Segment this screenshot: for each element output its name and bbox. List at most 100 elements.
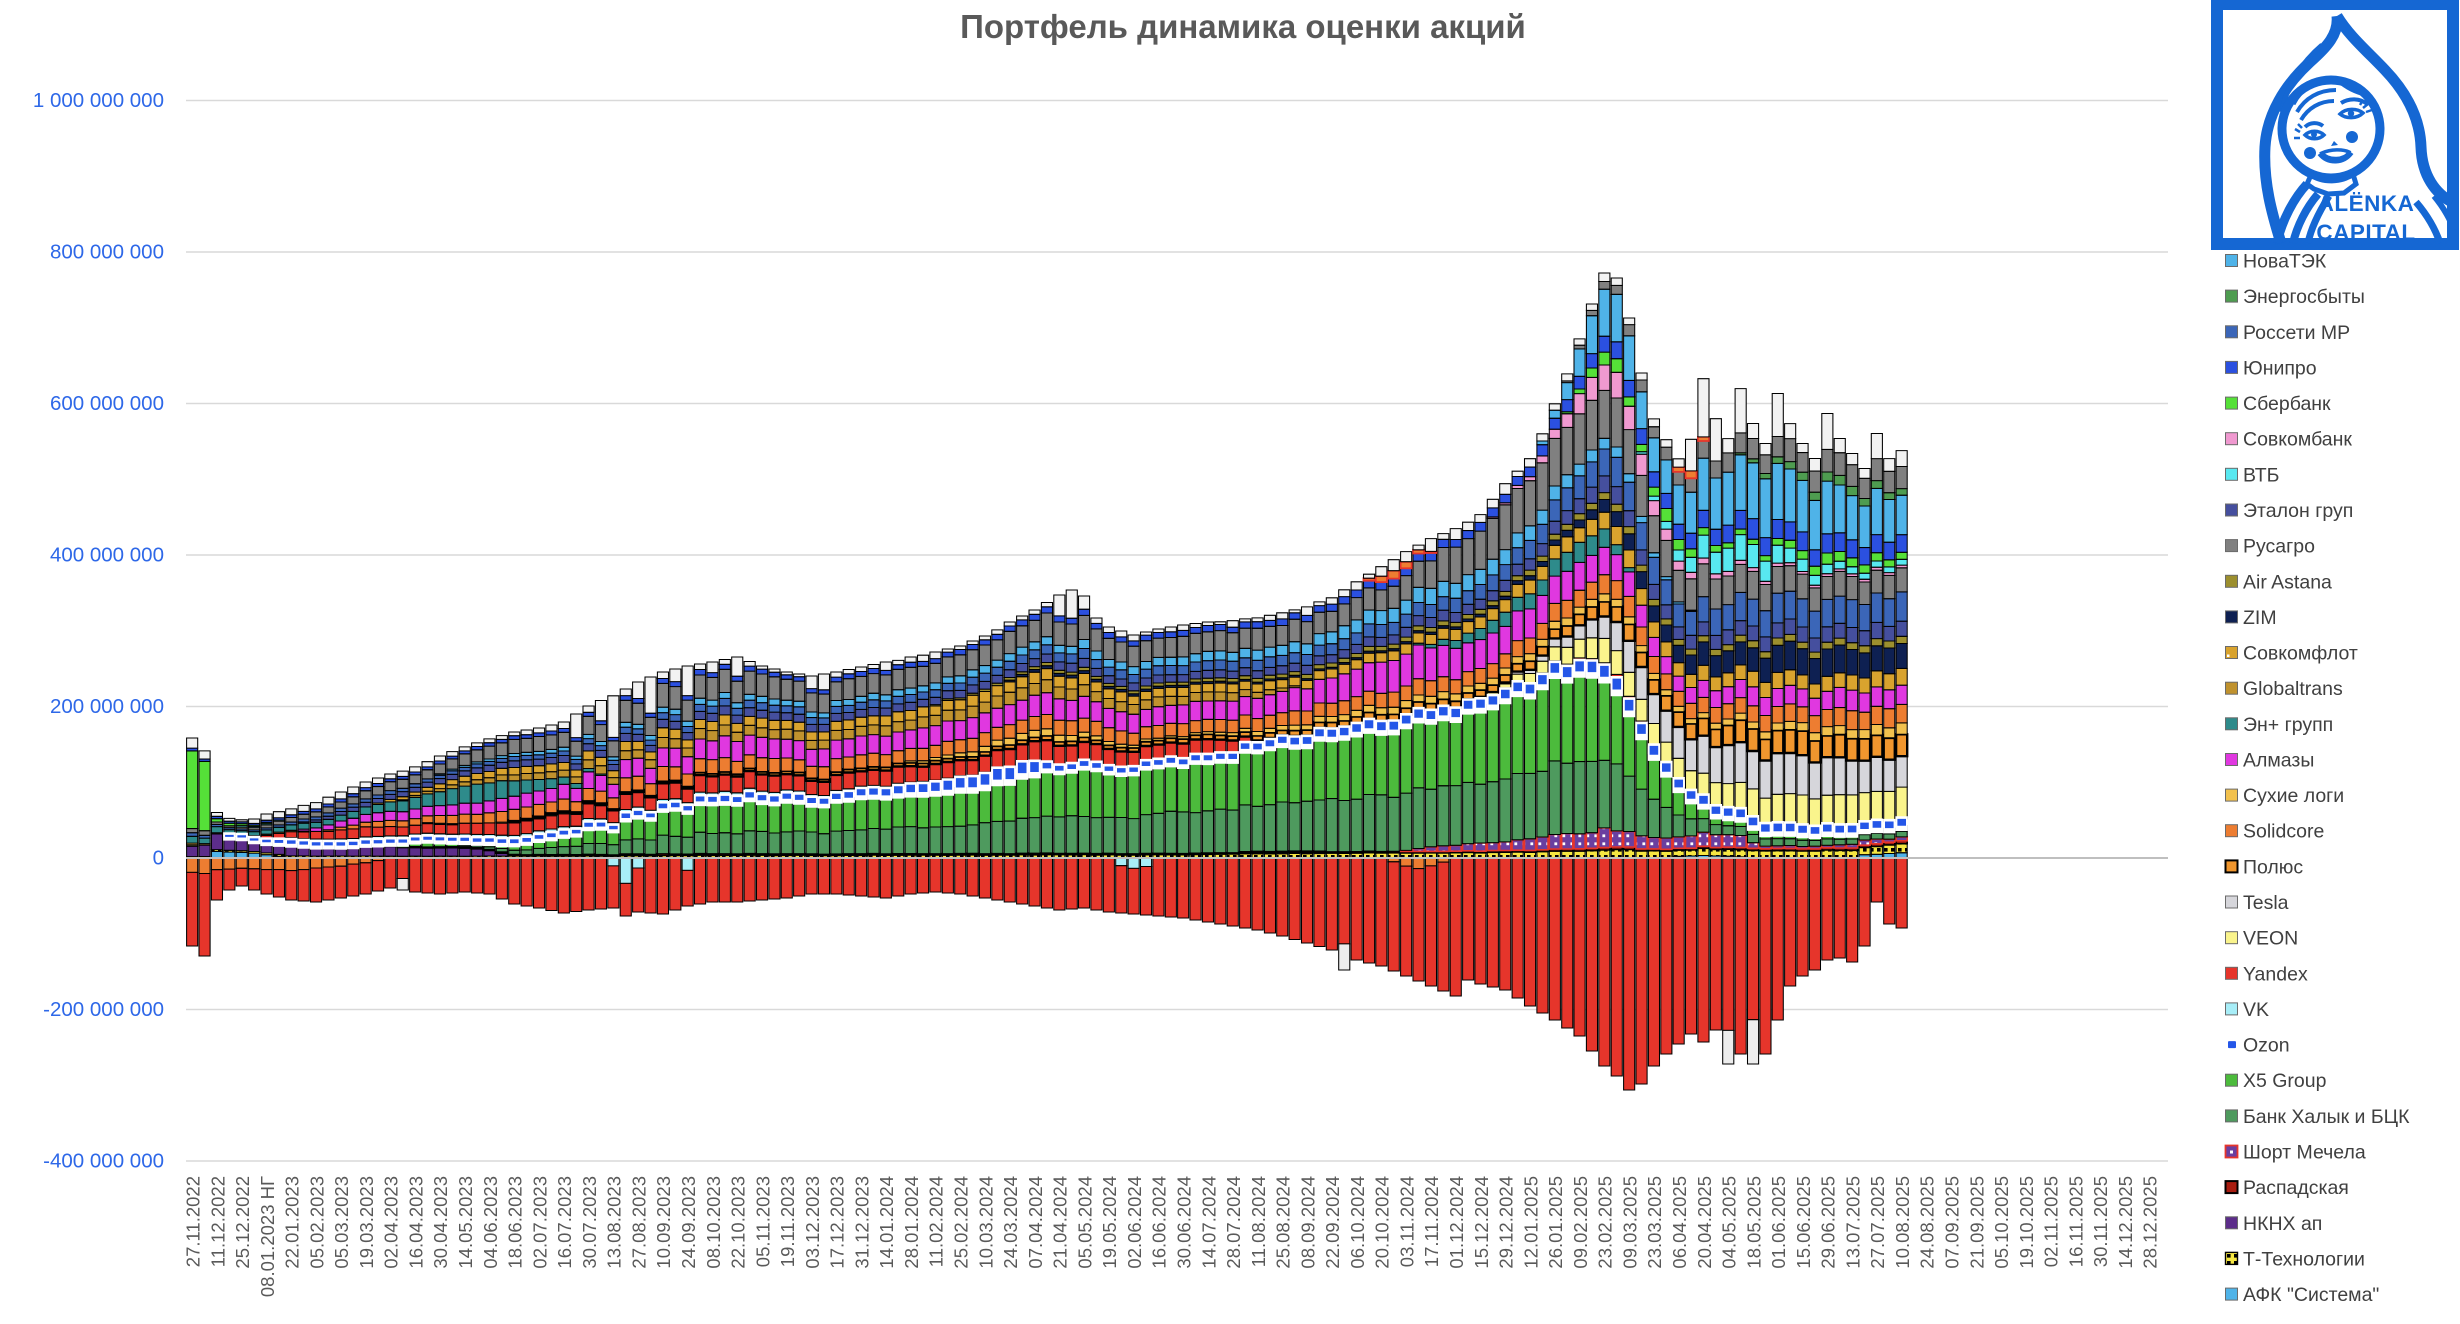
svg-text:12.01.2025: 12.01.2025 — [1520, 1176, 1541, 1269]
svg-text:02.04.2023: 02.04.2023 — [381, 1176, 402, 1269]
svg-text:11.12.2022: 11.12.2022 — [207, 1176, 228, 1267]
svg-text:22.01.2023: 22.01.2023 — [282, 1176, 303, 1269]
svg-text:01.06.2025: 01.06.2025 — [1768, 1176, 1789, 1269]
svg-text:Solidcore: Solidcore — [2243, 821, 2324, 843]
svg-text:22.09.2024: 22.09.2024 — [1322, 1176, 1343, 1269]
svg-text:Распадская: Распадская — [2243, 1177, 2349, 1199]
svg-text:14.07.2024: 14.07.2024 — [1198, 1176, 1219, 1269]
svg-text:16.07.2023: 16.07.2023 — [554, 1176, 575, 1269]
svg-text:04.05.2025: 04.05.2025 — [1719, 1176, 1740, 1269]
svg-text:10.03.2024: 10.03.2024 — [975, 1176, 996, 1269]
svg-text:24.08.2025: 24.08.2025 — [1917, 1176, 1938, 1269]
svg-text:10.09.2023: 10.09.2023 — [653, 1176, 674, 1269]
svg-text:05.02.2023: 05.02.2023 — [306, 1176, 327, 1269]
svg-text:01.12.2024: 01.12.2024 — [1446, 1176, 1467, 1269]
svg-text:25.12.2022: 25.12.2022 — [232, 1176, 253, 1269]
svg-text:27.08.2023: 27.08.2023 — [628, 1176, 649, 1269]
svg-text:Русагро: Русагро — [2243, 536, 2315, 558]
svg-text:07.04.2024: 07.04.2024 — [1025, 1176, 1046, 1269]
svg-text:VK: VK — [2243, 999, 2269, 1021]
svg-text:15.12.2024: 15.12.2024 — [1471, 1176, 1492, 1269]
svg-text:800 000 000: 800 000 000 — [50, 241, 164, 264]
svg-text:-400 000 000: -400 000 000 — [43, 1150, 164, 1173]
svg-text:ВТБ: ВТБ — [2243, 464, 2279, 486]
svg-text:17.11.2024: 17.11.2024 — [1421, 1176, 1442, 1267]
svg-text:13.08.2023: 13.08.2023 — [604, 1176, 625, 1269]
svg-text:28.01.2024: 28.01.2024 — [901, 1176, 922, 1269]
svg-text:17.12.2023: 17.12.2023 — [827, 1176, 848, 1269]
svg-text:16.11.2025: 16.11.2025 — [2065, 1176, 2086, 1267]
svg-text:Алмазы: Алмазы — [2243, 750, 2314, 772]
svg-text:Полюс: Полюс — [2243, 856, 2303, 878]
svg-text:30.04.2023: 30.04.2023 — [430, 1176, 451, 1269]
svg-text:Сухие логи: Сухие логи — [2243, 785, 2344, 807]
svg-text:24.09.2023: 24.09.2023 — [678, 1176, 699, 1269]
svg-text:11.08.2024: 11.08.2024 — [1248, 1176, 1269, 1267]
svg-text:-200 000 000: -200 000 000 — [43, 998, 164, 1021]
svg-text:31.12.2023: 31.12.2023 — [851, 1176, 872, 1269]
svg-text:03.11.2024: 03.11.2024 — [1397, 1176, 1418, 1267]
svg-text:30.11.2025: 30.11.2025 — [2090, 1176, 2111, 1267]
svg-text:29.12.2024: 29.12.2024 — [1496, 1176, 1517, 1269]
svg-text:28.07.2024: 28.07.2024 — [1223, 1176, 1244, 1269]
svg-text:05.11.2023: 05.11.2023 — [752, 1176, 773, 1267]
svg-text:18.06.2023: 18.06.2023 — [505, 1176, 526, 1269]
svg-text:19.11.2023: 19.11.2023 — [777, 1176, 798, 1267]
svg-text:X5 Group: X5 Group — [2243, 1070, 2327, 1092]
svg-text:08.10.2023: 08.10.2023 — [703, 1176, 724, 1269]
svg-text:14.01.2024: 14.01.2024 — [876, 1176, 897, 1269]
svg-text:Портфель динамика оценки акций: Портфель динамика оценки акций — [960, 8, 1526, 45]
svg-text:29.06.2025: 29.06.2025 — [1818, 1176, 1839, 1269]
svg-text:02.11.2025: 02.11.2025 — [2041, 1176, 2062, 1267]
svg-text:30.07.2023: 30.07.2023 — [579, 1176, 600, 1269]
svg-text:Ozon: Ozon — [2243, 1035, 2290, 1057]
svg-text:0: 0 — [153, 847, 164, 870]
svg-text:НоваТЭК: НоваТЭК — [2243, 251, 2327, 273]
svg-text:07.09.2025: 07.09.2025 — [1942, 1176, 1963, 1269]
svg-text:200 000 000: 200 000 000 — [50, 695, 164, 718]
svg-text:08.01.2023 НГ: 08.01.2023 НГ — [257, 1176, 278, 1297]
svg-text:25.02.2024: 25.02.2024 — [951, 1176, 972, 1269]
svg-text:23.03.2025: 23.03.2025 — [1644, 1176, 1665, 1269]
svg-text:30.06.2024: 30.06.2024 — [1174, 1176, 1195, 1269]
svg-text:14.05.2023: 14.05.2023 — [455, 1176, 476, 1269]
svg-text:Air Astana: Air Astana — [2243, 571, 2332, 593]
svg-text:24.03.2024: 24.03.2024 — [1000, 1176, 1021, 1269]
svg-text:23.02.2025: 23.02.2025 — [1595, 1176, 1616, 1269]
svg-text:05.05.2024: 05.05.2024 — [1074, 1176, 1095, 1269]
svg-text:Совкомфлот: Совкомфлот — [2243, 643, 2358, 665]
svg-text:15.06.2025: 15.06.2025 — [1793, 1176, 1814, 1269]
svg-text:02.07.2023: 02.07.2023 — [529, 1176, 550, 1269]
svg-text:13.07.2025: 13.07.2025 — [1842, 1176, 1863, 1269]
svg-text:27.11.2022: 27.11.2022 — [183, 1176, 204, 1267]
svg-text:05.03.2023: 05.03.2023 — [331, 1176, 352, 1269]
svg-text:21.09.2025: 21.09.2025 — [1966, 1176, 1987, 1269]
svg-text:ALЁNKA: ALЁNKA — [2318, 191, 2415, 216]
svg-text:Эн+ групп: Эн+ групп — [2243, 714, 2333, 736]
svg-text:Шорт Мечела: Шорт Мечела — [2243, 1142, 2366, 1164]
svg-text:АФК "Система": АФК "Система" — [2243, 1284, 2379, 1306]
svg-text:06.04.2025: 06.04.2025 — [1669, 1176, 1690, 1269]
svg-text:21.04.2024: 21.04.2024 — [1050, 1176, 1071, 1269]
svg-text:09.02.2025: 09.02.2025 — [1570, 1176, 1591, 1269]
svg-text:18.05.2025: 18.05.2025 — [1743, 1176, 1764, 1269]
svg-text:02.06.2024: 02.06.2024 — [1124, 1176, 1145, 1269]
svg-text:19.05.2024: 19.05.2024 — [1099, 1176, 1120, 1269]
svg-text:Сбербанк: Сбербанк — [2243, 393, 2331, 415]
svg-text:Энергосбыты: Энергосбыты — [2243, 286, 2365, 308]
svg-text:1 000 000 000: 1 000 000 000 — [33, 89, 164, 112]
svg-text:06.10.2024: 06.10.2024 — [1347, 1176, 1368, 1269]
svg-text:10.08.2025: 10.08.2025 — [1892, 1176, 1913, 1269]
svg-text:11.02.2024: 11.02.2024 — [926, 1176, 947, 1267]
svg-text:VEON: VEON — [2243, 928, 2298, 950]
svg-text:Россети МР: Россети МР — [2243, 322, 2350, 344]
svg-text:Yandex: Yandex — [2243, 963, 2308, 985]
svg-text:28.12.2025: 28.12.2025 — [2140, 1176, 2161, 1269]
svg-text:20.04.2025: 20.04.2025 — [1694, 1176, 1715, 1269]
svg-text:CAPITAL: CAPITAL — [2316, 220, 2415, 245]
svg-text:Tesla: Tesla — [2243, 892, 2289, 914]
svg-text:НКНХ ап: НКНХ ап — [2243, 1213, 2322, 1235]
svg-text:400 000 000: 400 000 000 — [50, 544, 164, 567]
svg-text:04.06.2023: 04.06.2023 — [480, 1176, 501, 1269]
svg-text:26.01.2025: 26.01.2025 — [1545, 1176, 1566, 1269]
